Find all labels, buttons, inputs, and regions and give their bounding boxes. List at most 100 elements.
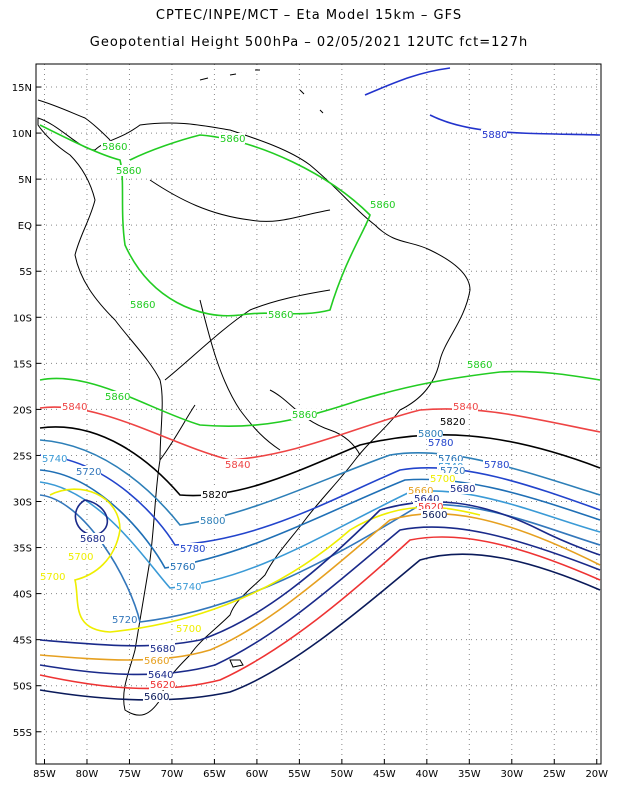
border-line — [149, 179, 331, 222]
central-america-coast — [37, 99, 111, 141]
lon-tick-label: 30W — [500, 769, 523, 780]
lat-tick-label: 15S — [13, 359, 32, 370]
contour-label-5660: 5660 — [144, 656, 169, 667]
contour-5860 — [39, 124, 371, 317]
contour-label-5840: 5840 — [62, 402, 87, 413]
contour-label-5740: 5740 — [42, 454, 67, 465]
lat-tick-label: 55S — [13, 728, 32, 739]
map-frame — [35, 63, 602, 765]
lat-tick-label: 30S — [13, 498, 32, 509]
contour-label-5700: 5700 — [68, 552, 93, 563]
contour-label-5800: 5800 — [418, 429, 443, 440]
lon-tick-label: 55W — [288, 769, 311, 780]
contour-label-5840: 5840 — [453, 402, 478, 413]
contour-label-5700: 5700 — [40, 572, 65, 583]
lat-tick-label: 5N — [18, 175, 32, 186]
lat-tick-label: 10N — [12, 129, 32, 140]
contour-label-5860: 5860 — [220, 134, 245, 145]
axis-labels: 15N 10N 5N EQ 5S 10S 15S 20S 25S 30S 35S 40S 45S 50S 5… — [12, 83, 608, 780]
contour-label-5680: 5680 — [450, 484, 475, 495]
lon-tick-label: 25W — [543, 769, 566, 780]
lat-tick-label: 40S — [13, 590, 32, 601]
contour-label-5600: 5600 — [144, 692, 169, 703]
contour-5640 — [39, 526, 601, 676]
lat-tick-label: 20S — [13, 405, 32, 416]
lat-tick-label: 15N — [12, 83, 32, 94]
border-line — [199, 299, 281, 451]
contour-label-5860: 5860 — [268, 310, 293, 321]
title-line-1: CPTEC/INPE/MCT – Eta Model 15km – GFS — [155, 8, 463, 23]
contour-label-5700: 5700 — [430, 474, 455, 485]
contour-5860 — [39, 370, 601, 428]
lon-tick-label: 35W — [458, 769, 481, 780]
contour-label-5800: 5800 — [200, 516, 225, 527]
lon-tick-label: 20W — [585, 769, 608, 780]
lon-tick-label: 65W — [203, 769, 226, 780]
contour-label-5840: 5840 — [225, 460, 250, 471]
border-line — [269, 389, 361, 456]
contour-label-5720: 5720 — [76, 467, 101, 478]
border-line — [159, 404, 196, 461]
contour-label-5760: 5760 — [170, 562, 195, 573]
contour-5760 — [39, 469, 601, 569]
contour-label-5780: 5780 — [428, 438, 453, 449]
contour-label-5820: 5820 — [440, 417, 465, 428]
contour-label-5880: 5880 — [482, 130, 507, 141]
contour-label-5860: 5860 — [130, 300, 155, 311]
contour-label-5700: 5700 — [176, 624, 201, 635]
lon-tick-label: 70W — [161, 769, 184, 780]
contour-5840 — [39, 406, 601, 461]
caribbean-islands — [199, 69, 324, 114]
contour-5740 — [39, 481, 601, 589]
lon-tick-label: 75W — [118, 769, 141, 780]
lon-tick-label: 60W — [246, 769, 269, 780]
title-line-2: Geopotential Height 500hPa – 02/05/2021 … — [89, 35, 529, 50]
south-america-coastline — [37, 117, 471, 716]
falkland-islands — [229, 659, 244, 668]
contour-5820 — [39, 426, 601, 497]
contour-label-5640: 5640 — [414, 494, 439, 505]
lat-tick-label: EQ — [18, 221, 32, 232]
contour-5880 — [429, 114, 601, 136]
contour-label-5620: 5620 — [150, 680, 175, 691]
contour-5620 — [39, 536, 601, 690]
lon-tick-label: 45W — [373, 769, 396, 780]
border-line — [164, 289, 331, 381]
contour-label-5860: 5860 — [116, 166, 141, 177]
lat-tick-label: 10S — [13, 313, 32, 324]
contour-label-5820: 5820 — [202, 490, 227, 501]
contour-label-5680: 5680 — [150, 644, 175, 655]
contour-label-5780: 5780 — [180, 544, 205, 555]
lon-tick-label: 50W — [331, 769, 354, 780]
contour-label-5760: 5760 — [438, 454, 463, 465]
contour-label-5720: 5720 — [112, 615, 137, 626]
contour-label-5860: 5860 — [467, 360, 492, 371]
lon-tick-label: 85W — [33, 769, 56, 780]
contour-5780 — [39, 454, 601, 546]
contour-label-5780: 5780 — [484, 460, 509, 471]
lat-tick-label: 45S — [13, 636, 32, 647]
graticule — [35, 63, 602, 765]
contour-label-5740: 5740 — [176, 582, 201, 593]
contour-label-5860: 5860 — [102, 142, 127, 153]
contour-5880 — [364, 67, 451, 96]
coastlines — [37, 69, 471, 716]
lat-tick-label: 5S — [19, 267, 32, 278]
contour-5660 — [39, 512, 601, 661]
contour-label-5720: 5720 — [440, 466, 465, 477]
contour-label-5620: 5620 — [418, 502, 443, 513]
contour-label-5860: 5860 — [105, 392, 130, 403]
lon-tick-label: 40W — [416, 769, 439, 780]
contour-label-5680: 5680 — [80, 534, 105, 545]
contour-5700 — [49, 488, 481, 633]
contour-5600 — [39, 553, 601, 701]
lat-tick-label: 50S — [13, 682, 32, 693]
contour-label-5660: 5660 — [408, 486, 433, 497]
lat-tick-label: 25S — [13, 451, 32, 462]
lat-tick-label: 35S — [13, 544, 32, 555]
contour-label-5600: 5600 — [422, 510, 447, 521]
contour-label-5860: 5860 — [292, 410, 317, 421]
contour-label-5860: 5860 — [370, 200, 395, 211]
contour-label-5640: 5640 — [148, 670, 173, 681]
